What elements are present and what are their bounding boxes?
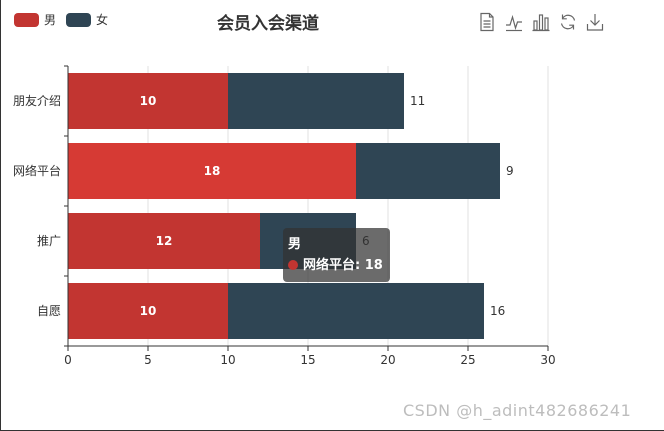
x-tick-label-2: 10 [220, 353, 235, 367]
data-label-1-3: 11 [410, 94, 425, 108]
legend-label-male: 男 [44, 13, 57, 27]
line-chart-icon[interactable] [505, 12, 523, 32]
y-tick-label-3: 朋友介绍 [13, 94, 61, 108]
x-tick-label-4: 20 [380, 353, 395, 367]
data-label-1-2: 9 [506, 164, 514, 178]
bar-0-0[interactable] [68, 283, 228, 339]
x-tick-label-5: 25 [460, 353, 475, 367]
watermark: CSDN @h_adint482686241 [403, 401, 632, 420]
x-tick-label-6: 30 [540, 353, 555, 367]
legend-swatch-male [14, 12, 39, 27]
y-tick-label-2: 网络平台 [13, 163, 61, 178]
data-label-0-1: 12 [156, 234, 173, 248]
y-tick-label-0: 自愿 [37, 304, 61, 318]
data-view-icon[interactable] [478, 12, 496, 32]
bar-1-1[interactable] [260, 213, 356, 269]
data-label-0-0: 10 [140, 304, 157, 318]
data-label-1-0: 16 [490, 304, 505, 318]
data-label-1-1: 6 [362, 234, 370, 248]
bar-1-2[interactable] [356, 143, 500, 199]
y-tick-label-1: 推广 [37, 234, 61, 248]
toolbox [478, 12, 613, 32]
chart-title: 会员入会渠道 [217, 14, 319, 34]
legend-item-male[interactable]: 男 [14, 11, 56, 28]
restore-icon[interactable] [559, 12, 577, 32]
legend: 男 女 [14, 11, 118, 28]
bar-0-3[interactable] [68, 73, 228, 129]
data-label-0-2: 18 [204, 164, 221, 178]
download-icon[interactable] [586, 12, 604, 32]
x-tick-label-0: 0 [64, 353, 72, 367]
legend-swatch-female [66, 12, 92, 27]
bar-1-3[interactable] [228, 73, 404, 129]
bar-1-0[interactable] [228, 283, 484, 339]
legend-item-female[interactable]: 女 [66, 11, 108, 28]
x-tick-label-3: 15 [300, 353, 315, 367]
legend-label-female: 女 [96, 13, 109, 27]
frame-left-border [0, 0, 1, 431]
bar-0-1[interactable] [68, 213, 260, 269]
bar-chart-icon[interactable] [532, 12, 550, 32]
bar-0-2[interactable] [68, 143, 356, 199]
data-label-0-3: 10 [140, 94, 157, 108]
x-tick-label-1: 5 [144, 353, 152, 367]
